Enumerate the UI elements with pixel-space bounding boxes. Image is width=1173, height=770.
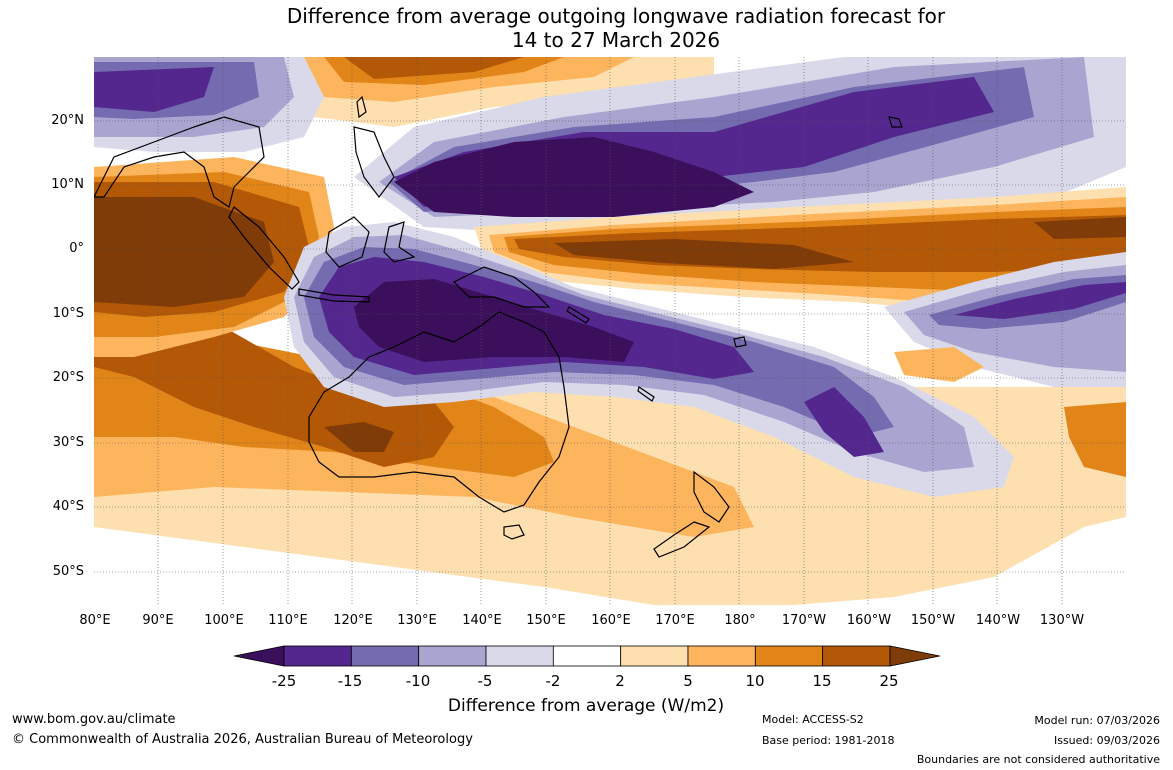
colorbar-tick-label: 15 — [812, 672, 832, 690]
lon-label-150w: 150°W — [910, 613, 956, 628]
lat-label-20s: 20°S — [52, 370, 84, 385]
lon-label-160w: 160°W — [846, 613, 892, 628]
colorbar-tick-label: -25 — [271, 672, 297, 690]
colorbar-extend-max — [889, 645, 940, 667]
contour-negative-15-25-spcz-east — [804, 387, 884, 457]
colorbar-tick-label: 25 — [879, 672, 899, 690]
colorbar-tick-label: -5 — [477, 672, 493, 690]
boundaries-note: Boundaries are not considered authoritat… — [916, 753, 1160, 766]
lat-label-20n: 20°N — [51, 113, 84, 128]
colorbar — [234, 645, 940, 667]
colorbar-segment — [418, 645, 487, 667]
issued-text: Issued: 09/03/2026 — [1053, 734, 1160, 747]
colorbar-title: Difference from average (W/m2) — [447, 696, 725, 716]
copyright-text: © Commonwealth of Australia 2026, Austra… — [12, 732, 473, 747]
colorbar-segment — [822, 645, 891, 667]
sumatra-coastline — [228, 206, 300, 290]
colorbar-tick-label: 5 — [683, 672, 693, 690]
colorbar-tick-label: -2 — [545, 672, 561, 690]
fiji-coastline — [733, 336, 747, 348]
new-zealand-south-coastline — [653, 521, 711, 558]
new-zealand-north-coastline — [693, 470, 730, 523]
colorbar-segment — [485, 645, 554, 667]
colorbar-tick-label: -15 — [337, 672, 363, 690]
lat-label-10n: 10°N — [51, 177, 84, 192]
anomaly-map — [94, 57, 1126, 605]
lon-label-90e: 90°E — [142, 613, 174, 628]
lon-label-130e: 130°E — [397, 613, 437, 628]
lon-label-120e: 120°E — [333, 613, 373, 628]
lon-label-140e: 140°E — [462, 613, 502, 628]
colorbar-segment — [350, 645, 420, 667]
coastlines — [94, 95, 903, 558]
australia-coastline — [308, 311, 570, 513]
colorbar-tick-label: -10 — [405, 672, 431, 690]
base-period-text: Base period: 1981-2018 — [762, 734, 895, 747]
lon-label-100e: 100°E — [204, 613, 244, 628]
lat-label-10s: 10°S — [52, 306, 84, 321]
new-caledonia-coastline — [637, 386, 655, 402]
contour-negative-25-npac — [394, 137, 754, 217]
website-text: www.bom.gov.au/climate — [12, 712, 176, 727]
colorbar-tick-label: 10 — [745, 672, 765, 690]
title-line-1: Difference from average outgoing longwav… — [286, 4, 946, 28]
chart-title: Difference from average outgoing longwav… — [0, 4, 1173, 52]
contour-positive-25-eqpac-east — [1034, 217, 1126, 239]
colorbar-segment — [283, 645, 352, 667]
new-guinea-coastline — [452, 266, 551, 308]
contour-negative-25-australia — [354, 279, 634, 362]
gridlines — [94, 57, 1126, 605]
lon-label-140w: 140°W — [975, 613, 1021, 628]
title-line-2: 14 to 27 March 2026 — [511, 28, 721, 52]
sulawesi-coastline — [383, 221, 416, 263]
lon-label-180: 180° — [724, 613, 756, 628]
philippines-coastline — [353, 126, 395, 198]
hawaii-coastline — [888, 116, 903, 128]
lon-label-150e: 150°E — [526, 613, 566, 628]
contour-positive-5-10-sepac — [894, 347, 984, 382]
lat-label-30s: 30°S — [52, 435, 84, 450]
colorbar-segment — [552, 645, 622, 667]
colorbar-segment — [754, 645, 824, 667]
lon-label-160e: 160°E — [591, 613, 631, 628]
contour-positive-25-indian — [94, 197, 274, 307]
lon-label-170w: 170°W — [781, 613, 827, 628]
colorbar-segment — [620, 645, 689, 667]
taiwan-coastline — [356, 95, 367, 119]
model-run-text: Model run: 07/03/2026 — [1034, 714, 1160, 727]
borneo-coastline — [325, 216, 370, 268]
java-coastline — [298, 288, 370, 303]
contour-positive-25-eqpac — [554, 239, 854, 269]
lon-label-130w: 130°W — [1039, 613, 1085, 628]
lon-label-80e: 80°E — [79, 613, 111, 628]
solomon-islands-coastline — [566, 306, 590, 324]
lat-label-0: 0° — [69, 241, 84, 256]
lon-label-110e: 110°E — [268, 613, 308, 628]
lat-label-40s: 40°S — [52, 499, 84, 514]
colorbar-tick-label: 2 — [615, 672, 625, 690]
colorbar-extend-min — [234, 645, 285, 667]
contour-positive-10-15-sepac — [1064, 402, 1126, 477]
tasmania-coastline — [503, 524, 525, 540]
colorbar-segment — [687, 645, 756, 667]
lon-label-170e: 170°E — [655, 613, 695, 628]
southeast-asia-coastline — [94, 116, 265, 208]
lat-label-50s: 50°S — [52, 564, 84, 579]
model-text: Model: ACCESS-S2 — [762, 713, 864, 726]
contour-positive-25-australia — [324, 422, 394, 452]
contour-negative-15-25-asia — [94, 67, 214, 112]
contour-positive-15-25-north — [344, 57, 524, 79]
